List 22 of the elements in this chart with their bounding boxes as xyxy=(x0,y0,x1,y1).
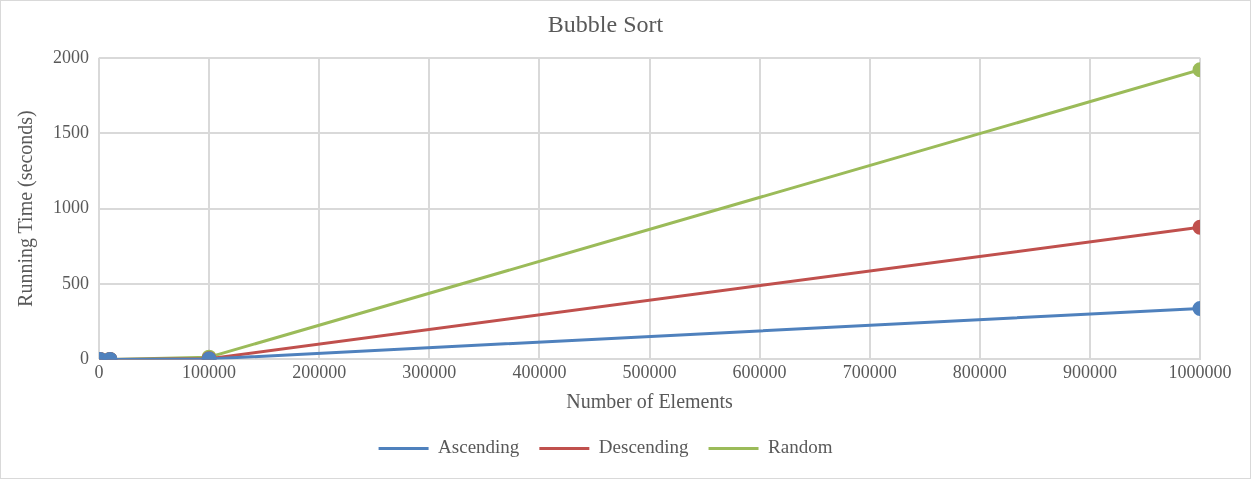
legend-label: Ascending xyxy=(438,436,520,458)
x-tick-label: 400000 xyxy=(512,361,567,382)
chart-title: Bubble Sort xyxy=(547,10,664,37)
x-tick-label: 500000 xyxy=(622,361,677,382)
x-axis-title: Number of Elements xyxy=(566,390,734,413)
x-tick-label: 800000 xyxy=(952,361,1007,382)
y-tick-label: 500 xyxy=(62,272,89,293)
legend-label: Random xyxy=(768,436,833,458)
x-tick-label: 100000 xyxy=(182,361,237,382)
y-tick-label: 0 xyxy=(80,348,89,369)
x-tick-label: 0 xyxy=(94,361,104,382)
y-tick-label: 1000 xyxy=(53,197,89,218)
y-axis-title: Running Time (seconds) xyxy=(14,110,38,307)
x-tick-label: 1000000 xyxy=(1168,361,1232,382)
x-tick-label: 200000 xyxy=(292,361,347,382)
x-tick-label: 600000 xyxy=(732,361,787,382)
x-tick-label: 900000 xyxy=(1062,361,1117,382)
y-tick-label: 2000 xyxy=(53,46,89,67)
y-tick-label: 1500 xyxy=(53,121,89,142)
x-tick-label: 700000 xyxy=(842,361,897,382)
legend-label: Descending xyxy=(598,436,690,458)
x-tick-label: 300000 xyxy=(402,361,457,382)
